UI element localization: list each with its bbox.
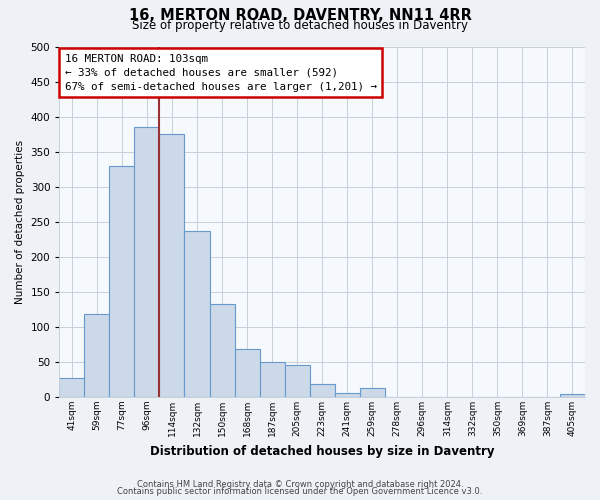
Text: Contains public sector information licensed under the Open Government Licence v3: Contains public sector information licen… bbox=[118, 488, 482, 496]
Text: Contains HM Land Registry data © Crown copyright and database right 2024.: Contains HM Land Registry data © Crown c… bbox=[137, 480, 463, 489]
Bar bbox=[560, 394, 585, 397]
Text: 16 MERTON ROAD: 103sqm
← 33% of detached houses are smaller (592)
67% of semi-de: 16 MERTON ROAD: 103sqm ← 33% of detached… bbox=[65, 54, 377, 92]
Text: 16, MERTON ROAD, DAVENTRY, NN11 4RR: 16, MERTON ROAD, DAVENTRY, NN11 4RR bbox=[128, 8, 472, 22]
Bar bbox=[310, 384, 335, 397]
Y-axis label: Number of detached properties: Number of detached properties bbox=[15, 140, 25, 304]
Bar bbox=[360, 388, 385, 397]
Bar bbox=[209, 304, 235, 397]
Bar bbox=[160, 134, 184, 397]
X-axis label: Distribution of detached houses by size in Daventry: Distribution of detached houses by size … bbox=[150, 444, 494, 458]
Text: Size of property relative to detached houses in Daventry: Size of property relative to detached ho… bbox=[132, 19, 468, 32]
Bar bbox=[260, 362, 284, 397]
Bar bbox=[109, 166, 134, 397]
Bar bbox=[284, 365, 310, 397]
Bar bbox=[184, 231, 209, 397]
Bar bbox=[235, 350, 260, 397]
Bar bbox=[85, 314, 109, 397]
Bar bbox=[134, 127, 160, 397]
Bar bbox=[59, 378, 85, 397]
Bar bbox=[335, 393, 360, 397]
